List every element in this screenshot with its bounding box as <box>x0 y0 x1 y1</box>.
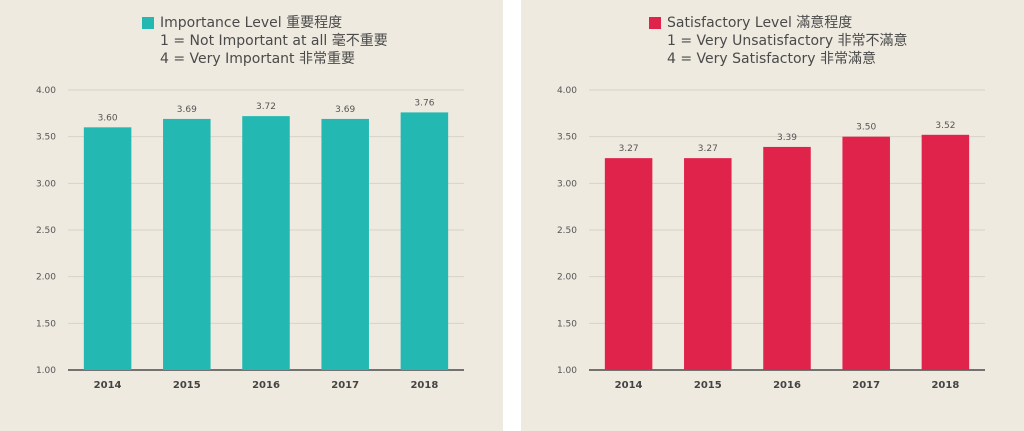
bar <box>763 146 811 370</box>
bar-value-label: 3.50 <box>856 123 876 133</box>
bar <box>684 158 732 370</box>
legend-title: Satisfactory Level 滿意程度 <box>667 15 853 31</box>
bar-value-label: 3.72 <box>256 102 276 112</box>
y-tick-label: 2.00 <box>36 273 56 283</box>
satisfaction-chart-panel: Satisfactory Level 滿意程度 1 = Very Unsatis… <box>521 0 1024 431</box>
y-tick-label: 3.50 <box>36 133 56 143</box>
bar <box>321 118 369 370</box>
y-tick-label: 1.50 <box>557 319 577 329</box>
legend-title: Importance Level 重要程度 <box>160 15 343 31</box>
bar <box>163 118 211 370</box>
legend-scale-min: 1 = Not Important at all 毫不重要 <box>160 33 388 49</box>
chart-legend: Satisfactory Level 滿意程度 1 = Very Unsatis… <box>649 14 908 68</box>
y-tick-label: 4.00 <box>557 86 577 96</box>
y-tick-label: 1.50 <box>36 319 56 329</box>
legend-scale-min: 1 = Very Unsatisfactory 非常不滿意 <box>667 33 908 49</box>
legend-swatch-satisfaction <box>649 17 661 29</box>
legend-swatch-importance <box>142 17 154 29</box>
x-tick-label: 2015 <box>694 380 722 391</box>
bar <box>604 158 653 370</box>
x-tick-label: 2014 <box>615 380 643 391</box>
y-tick-label: 2.00 <box>557 273 577 283</box>
bar-value-label: 3.69 <box>335 105 355 115</box>
legend-scale-max: 4 = Very Important 非常重要 <box>160 51 355 67</box>
y-tick-label: 1.00 <box>36 366 56 376</box>
y-tick-label: 3.00 <box>36 179 56 189</box>
y-tick-label: 4.00 <box>36 86 56 96</box>
x-tick-label: 2016 <box>773 380 801 391</box>
y-tick-label: 1.00 <box>557 366 577 376</box>
x-tick-label: 2015 <box>173 380 201 391</box>
legend-scale-max: 4 = Very Satisfactory 非常滿意 <box>667 51 877 67</box>
x-tick-label: 2016 <box>252 380 280 391</box>
bar-value-label: 3.52 <box>935 121 955 131</box>
x-tick-label: 2018 <box>931 380 959 391</box>
x-tick-label: 2014 <box>94 380 122 391</box>
bar <box>83 127 132 370</box>
bar <box>242 116 290 370</box>
satisfaction-bar-chart: 1.00 1.50 2.00 2.50 3.00 3.50 4.00 3.27 2014 3.27… <box>557 86 985 391</box>
importance-chart-panel: Importance Level 重要程度 1 = Not Important … <box>0 0 503 431</box>
bar-value-label: 3.60 <box>98 113 118 123</box>
bar-value-label: 3.27 <box>619 144 639 154</box>
y-tick-label: 3.00 <box>557 179 577 189</box>
y-tick-label: 2.50 <box>557 226 577 236</box>
x-tick-label: 2018 <box>410 380 438 391</box>
x-tick-label: 2017 <box>852 380 880 391</box>
bar-value-label: 3.27 <box>698 144 718 154</box>
bar <box>842 136 890 370</box>
y-tick-label: 2.50 <box>36 226 56 236</box>
y-tick-label: 3.50 <box>557 133 577 143</box>
bar <box>921 134 970 370</box>
importance-bar-chart: 1.00 1.50 2.00 2.50 3.00 3.50 4.00 3.60 2014 3.69… <box>36 86 464 391</box>
x-tick-label: 2017 <box>331 380 359 391</box>
bar-value-label: 3.69 <box>177 105 197 115</box>
bar-value-label: 3.76 <box>414 98 434 108</box>
chart-legend: Importance Level 重要程度 1 = Not Important … <box>142 14 388 68</box>
bar-value-label: 3.39 <box>777 133 797 143</box>
bar <box>400 112 449 371</box>
